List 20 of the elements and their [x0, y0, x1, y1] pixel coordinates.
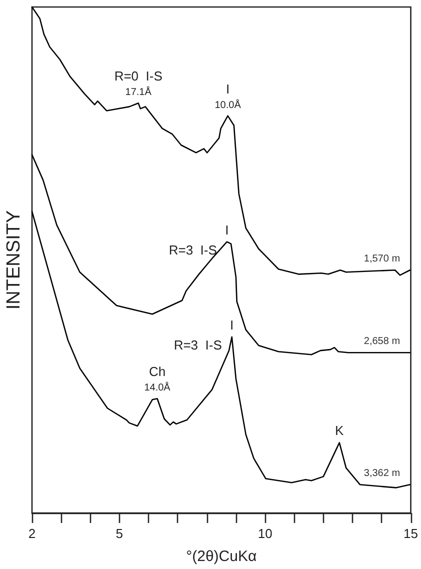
series-label: 2,658 m: [364, 336, 400, 348]
x-tick-label: 5: [116, 526, 124, 541]
annotation: I: [225, 222, 229, 238]
x-tick-label: 2: [28, 526, 36, 541]
series-label: 3,362 m: [364, 468, 400, 480]
annotation: Ch: [148, 364, 166, 380]
y-axis-title: INTENSITY: [4, 210, 24, 310]
annotation: 10.0Å: [214, 98, 242, 111]
annotation: R=3 I-S: [174, 337, 222, 352]
annotation: R=3 I-S: [168, 242, 218, 258]
x-tick-label: 10: [258, 526, 272, 541]
annotation: R=0 I-S: [114, 68, 163, 84]
x-tick-label: 15: [404, 526, 418, 541]
annotation: 14.0Å: [144, 382, 171, 394]
annotation: 17.1Å: [125, 86, 152, 98]
series-label: 1,570 m: [364, 254, 400, 265]
annotation: I: [226, 81, 230, 96]
annotation: I: [230, 317, 234, 332]
annotation: K: [335, 423, 344, 438]
x-axis-title: °(2θ)CuKα: [186, 548, 257, 565]
